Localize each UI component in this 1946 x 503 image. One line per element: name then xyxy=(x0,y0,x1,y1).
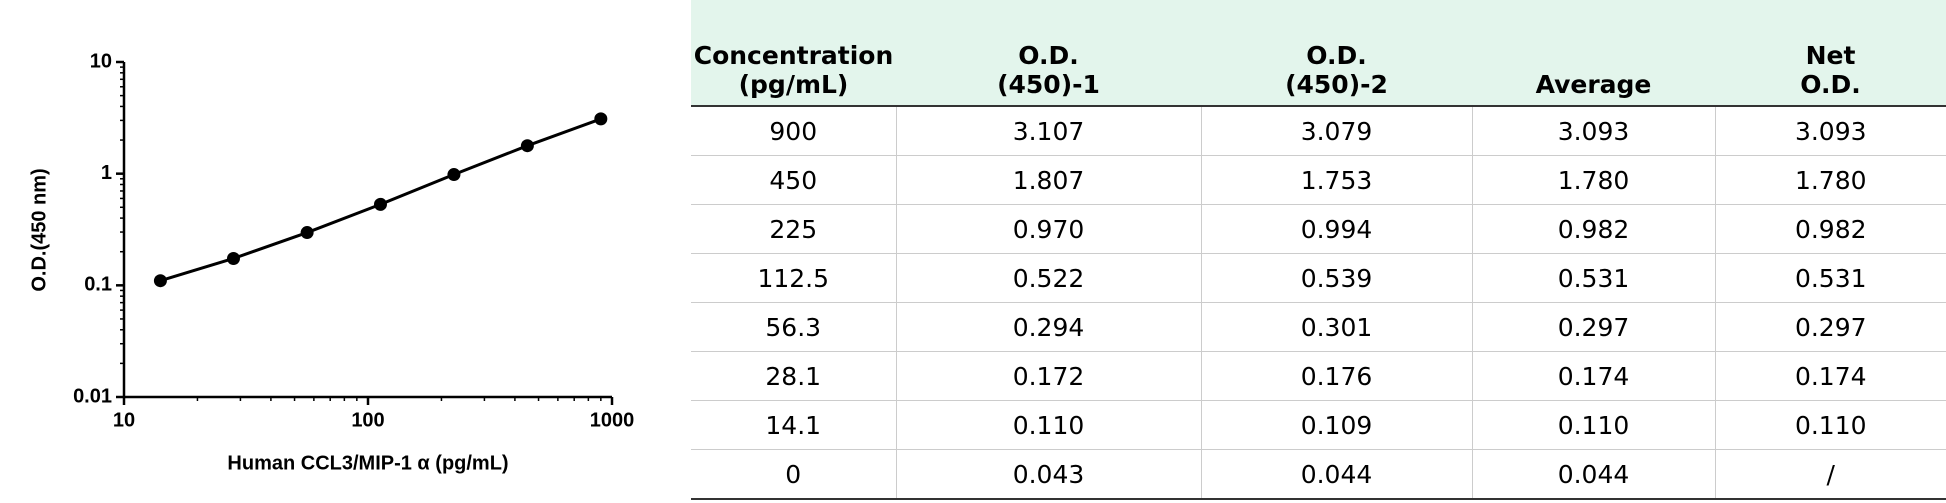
table-row: 112.5 0.522 0.539 0.531 0.531 xyxy=(691,253,1946,303)
y-tick-label: 0.01 xyxy=(73,385,112,407)
data-point xyxy=(226,251,240,265)
y-tick-label: 10 xyxy=(90,50,112,72)
table-cell: 56.3 xyxy=(691,302,897,352)
header-row: Concentration (pg/mL) O.D.(450)-1 O.D.(450… xyxy=(691,0,1946,107)
table-cell: 0.043 xyxy=(896,449,1202,500)
table-cell: 0.522 xyxy=(896,253,1202,303)
table-cell: 112.5 xyxy=(691,253,897,303)
table-cell: 450 xyxy=(691,155,897,205)
table-cell: 0.110 xyxy=(1715,400,1946,450)
table-cell: 0.172 xyxy=(896,351,1202,401)
table-cell: 0.531 xyxy=(1472,253,1716,303)
header-text: O.D.(450)-2 xyxy=(1285,41,1388,99)
header-cell: Concentration (pg/mL) xyxy=(691,0,896,107)
table-row: 0 0.043 0.044 0.044/ xyxy=(691,449,1946,500)
table-cell: 0.982 xyxy=(1715,204,1946,254)
y-tick-label: 0.1 xyxy=(84,274,112,296)
table-cell: 1.807 xyxy=(896,155,1202,205)
y-axis-label: O.D.(450 nm) xyxy=(28,168,50,291)
data-point xyxy=(447,168,461,182)
table-row: 900 3.107 3.079 3.093 3.093 xyxy=(691,106,1946,156)
header-text: Average xyxy=(1535,70,1652,99)
header-cell: Average xyxy=(1472,0,1715,107)
table-cell: 0.539 xyxy=(1201,253,1473,303)
table-cell: / xyxy=(1715,449,1946,500)
table-cell: 0 xyxy=(691,449,897,500)
chart: O.D.(450 nm) Human CCL3/MIP-1 α (pg/mL) … xyxy=(28,50,635,474)
table-row: 14.1 0.110 0.109 0.110 0.110 xyxy=(691,400,1946,450)
table-cell: 3.093 xyxy=(1472,106,1716,156)
table-cell: 0.109 xyxy=(1201,400,1473,450)
table-cell: 1.780 xyxy=(1472,155,1716,205)
table-cell: 0.297 xyxy=(1715,302,1946,352)
table-cell: 0.531 xyxy=(1715,253,1946,303)
x-tick-label: 10 xyxy=(113,409,135,431)
table-cell: 0.110 xyxy=(1472,400,1716,450)
table-body: 900 3.107 3.079 3.093 3.093 450 1.807 1.753 1.78… xyxy=(691,106,1946,500)
header-text: Concentration (pg/mL) xyxy=(693,41,894,99)
data-point xyxy=(594,112,608,126)
table-cell: 0.994 xyxy=(1201,204,1473,254)
header-cell: Net O.D. xyxy=(1715,0,1946,107)
data-point xyxy=(373,197,387,211)
table-cell: 0.044 xyxy=(1472,449,1716,500)
table-cell: 0.176 xyxy=(1201,351,1473,401)
table-cell: 3.079 xyxy=(1201,106,1473,156)
y-tick-label: 1 xyxy=(101,162,112,184)
table-row: 56.3 0.294 0.301 0.297 0.297 xyxy=(691,302,1946,352)
table-cell: 0.044 xyxy=(1201,449,1473,500)
header-cell: O.D.(450)-2 xyxy=(1201,0,1472,107)
table-cell: 0.174 xyxy=(1715,351,1946,401)
table-cell: 14.1 xyxy=(691,400,897,450)
data-table: Concentration (pg/mL) O.D.(450)-1 O.D.(450… xyxy=(691,0,1946,500)
table-cell: 0.110 xyxy=(896,400,1202,450)
table-cell: 0.982 xyxy=(1472,204,1716,254)
x-tick-label: 100 xyxy=(351,409,384,431)
table-cell: 900 xyxy=(691,106,897,156)
data-point xyxy=(520,139,534,153)
table-cell: 0.174 xyxy=(1472,351,1716,401)
table-cell: 0.294 xyxy=(896,302,1202,352)
table-row: 450 1.807 1.753 1.780 1.780 xyxy=(691,155,1946,205)
table-row: 28.1 0.172 0.176 0.174 0.174 xyxy=(691,351,1946,401)
table-cell: 1.753 xyxy=(1201,155,1473,205)
data-point xyxy=(300,226,314,240)
table-cell: 1.780 xyxy=(1715,155,1946,205)
table-cell: 28.1 xyxy=(691,351,897,401)
table-cell: 0.301 xyxy=(1201,302,1473,352)
table-cell: 0.297 xyxy=(1472,302,1716,352)
data-point xyxy=(153,274,167,288)
table-cell: 225 xyxy=(691,204,897,254)
table-row: 225 0.970 0.994 0.982 0.982 xyxy=(691,204,1946,254)
table-cell: 3.093 xyxy=(1715,106,1946,156)
x-tick-label: 1000 xyxy=(590,409,635,431)
table-cell: 0.970 xyxy=(896,204,1202,254)
header-cell: O.D.(450)-1 xyxy=(896,0,1201,107)
header-text: O.D.(450)-1 xyxy=(997,41,1100,99)
header-text: Net O.D. xyxy=(1800,41,1861,99)
table-cell: 3.107 xyxy=(896,106,1202,156)
x-axis-label: Human CCL3/MIP-1 α (pg/mL) xyxy=(227,452,508,474)
